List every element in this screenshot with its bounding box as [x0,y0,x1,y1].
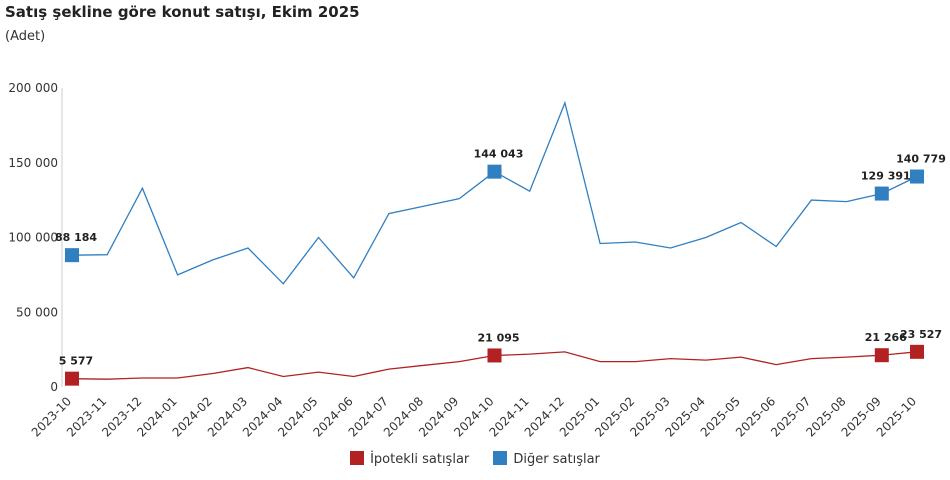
data-label: 140 779 [896,153,946,166]
series-line-1 [71,100,918,285]
y-tick-label: 150 000 [8,156,58,170]
legend-swatch-ipotekli [350,451,365,465]
y-tick-label: 0 [50,380,58,394]
data-label: 23 527 [900,328,942,341]
data-marker [910,344,924,359]
data-label: 5 577 [59,355,93,368]
data-label: 21 266 [865,331,907,344]
data-label: 21 095 [477,331,519,344]
data-marker [65,248,79,263]
data-marker [874,186,889,201]
data-marker [874,348,889,363]
y-tick-label: 100 000 [8,231,58,245]
data-label: 129 391 [861,170,911,183]
legend-label-diger: Diğer satışlar [513,452,600,467]
legend-label-ipotekli: İpotekli satışlar [370,452,470,467]
chart-title: Satış şekline göre konut satışı, Ekim 20… [5,3,360,21]
legend-item-diger[interactable]: Diğer satışlar [493,451,600,467]
data-marker [910,169,924,184]
legend-item-ipotekli[interactable]: İpotekli satışlar [350,451,469,467]
data-marker [487,164,502,179]
data-label: 88 184 [55,231,97,244]
data-label: 144 043 [474,148,524,161]
y-tick-label: 50 000 [16,305,58,319]
data-marker [65,371,79,386]
y-tick-label: 200 000 [8,81,58,95]
legend: İpotekli satışlar Diğer satışlar [0,451,950,467]
legend-swatch-diger [493,451,508,465]
chart-subtitle: (Adet) [5,29,46,44]
data-marker [487,348,502,363]
